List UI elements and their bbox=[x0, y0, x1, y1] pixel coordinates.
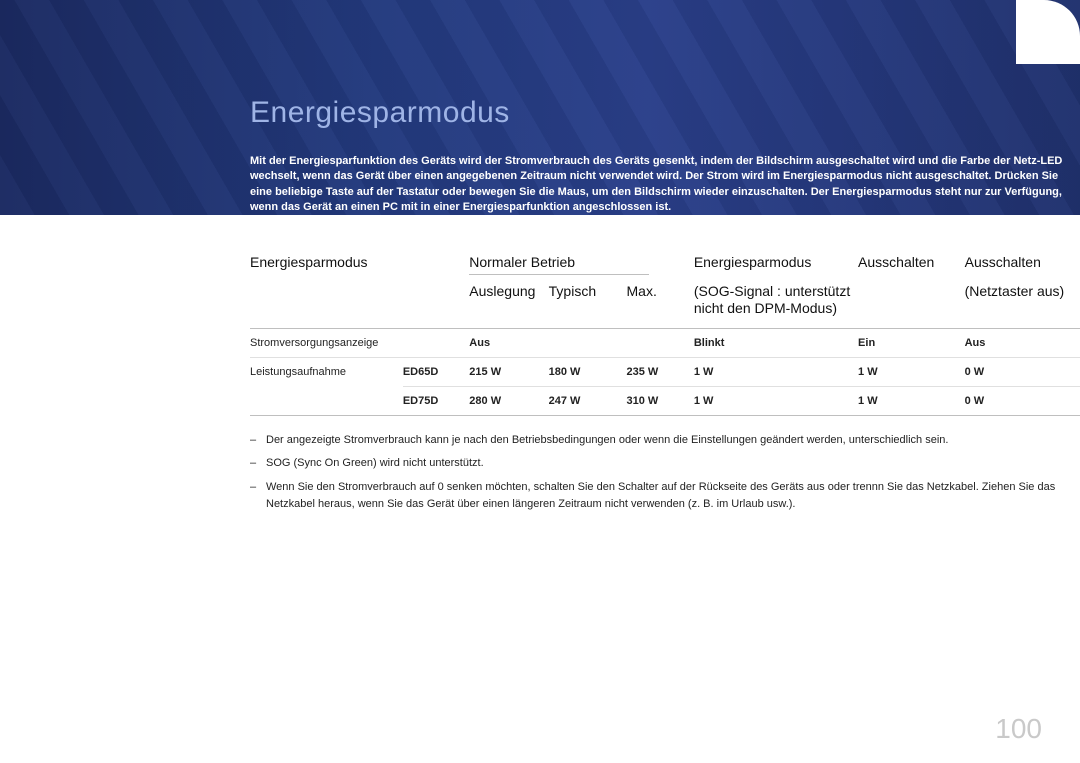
cell-model: ED65D bbox=[403, 357, 469, 386]
cell-off2: 0 W bbox=[965, 386, 1080, 415]
note-item: Der angezeigte Stromverbrauch kann je na… bbox=[250, 432, 1080, 450]
note-item: SOG (Sync On Green) wird nicht unterstüt… bbox=[250, 455, 1080, 473]
cell-max: 310 W bbox=[627, 386, 694, 415]
th-rating: Auslegung bbox=[469, 281, 548, 328]
divider bbox=[250, 415, 1080, 416]
th-saving-note: (SOG-Signal : unterstützt nicht den DPM-… bbox=[694, 281, 858, 328]
cell-indicator-off: Ein bbox=[858, 328, 965, 357]
th-mode: Energiesparmodus bbox=[250, 244, 469, 281]
th-saving: Energiesparmodus bbox=[694, 244, 858, 281]
page-title: Energiesparmodus bbox=[250, 96, 1080, 130]
th-normal-label: Normaler Betrieb bbox=[469, 254, 575, 270]
page-number: 100 bbox=[995, 713, 1042, 745]
th-normal: Normaler Betrieb bbox=[469, 244, 694, 281]
intro-paragraph: Mit der Energiesparfunktion des Geräts w… bbox=[250, 154, 1070, 216]
cell-indicator-normal: Aus bbox=[469, 328, 694, 357]
cell-model: ED75D bbox=[403, 386, 469, 415]
cell-saving: 1 W bbox=[694, 357, 858, 386]
th-max: Max. bbox=[627, 281, 694, 328]
page-content: Energiesparmodus Mit der Energiesparfunk… bbox=[250, 0, 1080, 520]
cell-off2: 0 W bbox=[965, 357, 1080, 386]
cell-indicator-saving: Blinkt bbox=[694, 328, 858, 357]
notes-list: Der angezeigte Stromverbrauch kann je na… bbox=[250, 432, 1080, 514]
row-indicator-label: Stromversorgungsanzeige bbox=[250, 328, 469, 357]
power-table: Energiesparmodus Normaler Betrieb Energi… bbox=[250, 244, 1080, 416]
cell-rating: 280 W bbox=[469, 386, 548, 415]
cell-off: 1 W bbox=[858, 386, 965, 415]
th-off2-sub: (Netztaster aus) bbox=[965, 281, 1080, 328]
cell-typical: 247 W bbox=[549, 386, 627, 415]
cell-max: 235 W bbox=[627, 357, 694, 386]
note-item: Wenn Sie den Stromverbrauch auf 0 senken… bbox=[250, 479, 1080, 514]
cell-rating: 215 W bbox=[469, 357, 548, 386]
cell-typical: 180 W bbox=[549, 357, 627, 386]
divider bbox=[469, 274, 649, 275]
th-off2: Ausschalten bbox=[965, 244, 1080, 281]
th-off: Ausschalten bbox=[858, 244, 965, 281]
cell-off: 1 W bbox=[858, 357, 965, 386]
th-typical: Typisch bbox=[549, 281, 627, 328]
row-power-label: Leistungsaufnahme bbox=[250, 357, 403, 415]
cell-saving: 1 W bbox=[694, 386, 858, 415]
cell-indicator-off2: Aus bbox=[965, 328, 1080, 357]
